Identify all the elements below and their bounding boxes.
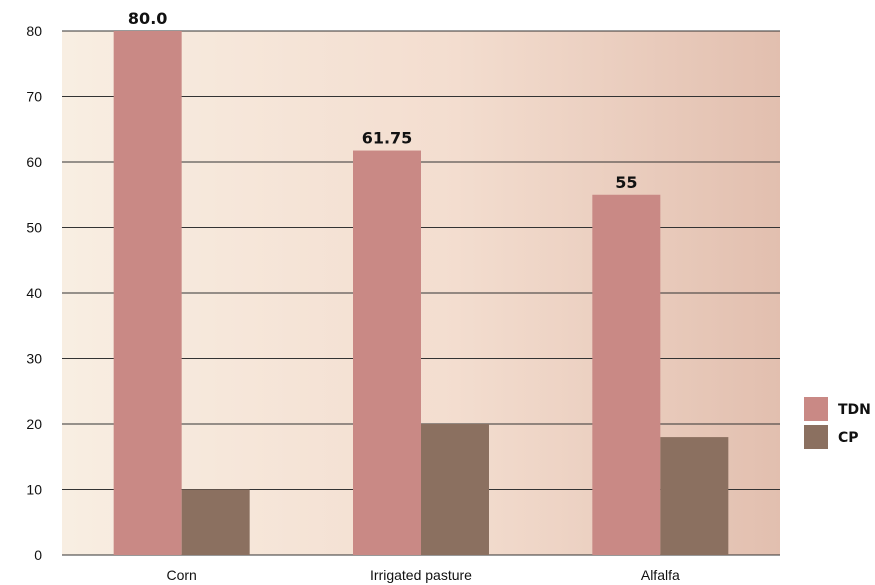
legend-swatch <box>804 397 828 421</box>
legend-swatch <box>804 425 828 449</box>
data-label: 80.0 <box>128 9 167 28</box>
legend: TDN CP <box>804 397 871 449</box>
data-labels: 80.0 61.75 55 <box>128 9 638 192</box>
bar-tdn-irrigated-pasture <box>353 150 421 555</box>
y-tick-label: 50 <box>26 220 42 236</box>
x-axis-ticks: Corn Irrigated pasture Alfalfa <box>166 567 680 583</box>
bar-tdn-alfalfa <box>592 194 661 555</box>
y-tick-label: 70 <box>26 89 42 105</box>
x-tick-label: Irrigated pasture <box>370 567 472 583</box>
y-tick-label: 10 <box>26 482 42 498</box>
legend-label: CP <box>838 430 859 446</box>
bar-cp-corn <box>181 489 250 555</box>
y-tick-label: 30 <box>26 351 42 367</box>
y-tick-label: 60 <box>26 154 42 170</box>
x-tick-label: Corn <box>166 567 196 583</box>
bar-cp-irrigated-pasture <box>421 424 489 555</box>
y-tick-label: 40 <box>26 285 42 301</box>
y-tick-label: 80 <box>26 23 42 39</box>
y-axis-ticks: 0 10 20 30 40 50 60 70 80 <box>26 23 42 563</box>
legend-label: TDN <box>838 402 871 418</box>
bars <box>113 31 729 555</box>
bar-tdn-corn <box>113 31 182 555</box>
data-label: 61.75 <box>362 129 413 148</box>
data-label: 55 <box>615 173 637 192</box>
bar-cp-alfalfa <box>660 437 729 555</box>
x-tick-label: Alfalfa <box>641 567 680 583</box>
y-tick-label: 0 <box>34 547 42 563</box>
y-tick-label: 20 <box>26 416 42 432</box>
